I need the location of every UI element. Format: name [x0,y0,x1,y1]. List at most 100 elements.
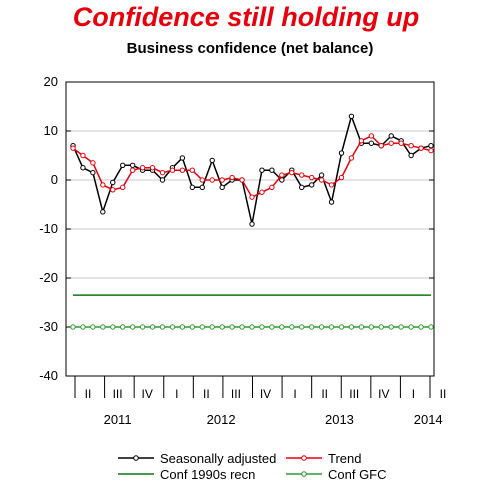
x-year-label: 2014 [414,412,443,427]
data-point-seasonally-adjusted [179,155,186,161]
data-point-trend [189,167,196,173]
data-point-conf-gfc [249,324,255,330]
data-point-seasonally-adjusted [318,172,325,178]
data-point-conf-gfc [348,324,355,330]
data-point-conf-gfc [229,324,235,330]
x-quarter-label: II [203,387,210,401]
data-point-conf-gfc [318,324,325,330]
data-point-trend [120,184,126,191]
data-point-trend [418,145,424,151]
y-tick-label: -40 [39,368,58,383]
data-point-trend [199,177,205,183]
data-point-trend [90,160,96,166]
data-point-conf-gfc [308,324,315,330]
data-point-seasonally-adjusted [338,150,345,156]
data-point-conf-gfc [408,324,414,330]
data-point-conf-gfc [149,324,156,330]
data-point-trend [229,174,235,181]
data-point-seasonally-adjusted [90,169,96,176]
x-quarter-label: III [349,387,359,401]
y-tick-label: -30 [39,319,58,334]
data-point-trend [308,174,315,181]
data-point-trend [299,172,305,178]
data-point-conf-gfc [378,324,384,330]
data-point-trend [348,155,355,161]
x-quarter-label: IV [378,387,389,401]
data-point-trend [179,167,186,173]
data-point-trend [139,165,146,171]
data-point-trend [398,140,404,146]
data-point-conf-gfc [189,324,196,330]
data-point-seasonally-adjusted [209,157,215,164]
x-quarter-label: II [440,387,447,401]
data-point-trend [269,184,275,191]
data-point-conf-gfc [139,324,146,330]
data-point-seasonally-adjusted [308,182,315,188]
data-point-seasonally-adjusted [388,133,394,139]
data-point-conf-gfc [259,324,265,330]
data-point-trend [358,138,365,144]
data-point-seasonally-adjusted [368,140,375,146]
data-point-conf-gfc [299,324,305,330]
data-point-conf-gfc [100,324,106,330]
y-tick-label: 0 [51,172,58,187]
x-quarter-label: I [293,387,296,401]
legend: Seasonally adjusted Trend Conf 1990s rec… [0,450,492,484]
x-quarter-label: IV [260,387,271,401]
data-point-seasonally-adjusted [129,162,136,169]
chart-title: Confidence still holding up [72,2,420,32]
data-point-seasonally-adjusted [189,184,196,191]
data-point-seasonally-adjusted [408,152,414,159]
data-point-conf-gfc [289,324,295,330]
data-point-trend [100,182,106,188]
data-point-conf-gfc [129,324,136,330]
data-point-conf-gfc [428,324,434,330]
chart-subtitle: Business confidence (net balance) [126,40,374,57]
data-point-conf-gfc [169,324,176,330]
data-point-seasonally-adjusted [219,184,225,191]
x-quarter-label: I [412,387,415,401]
data-point-conf-gfc [70,324,76,330]
data-point-trend [428,147,434,154]
x-year-label: 2011 [104,412,132,427]
data-point-trend [328,182,335,188]
x-quarter-label: III [231,387,241,401]
data-point-conf-gfc [279,324,285,330]
data-point-trend [388,140,394,146]
data-point-trend [338,174,345,181]
data-point-seasonally-adjusted [199,184,205,191]
data-point-conf-gfc [398,324,404,330]
data-point-seasonally-adjusted [80,165,86,171]
data-point-seasonally-adjusted [249,221,255,227]
y-tick-label: -10 [39,221,58,236]
y-tick-label: 10 [44,123,58,138]
legend-item-trend: Trend [286,450,361,466]
data-point-seasonally-adjusted [159,177,166,183]
data-point-seasonally-adjusted [428,143,434,149]
data-point-conf-gfc [328,324,335,330]
legend-label-trend: Trend [328,450,362,466]
data-point-conf-gfc [418,324,424,330]
data-point-seasonally-adjusted [120,162,126,169]
data-point-trend [219,177,225,183]
data-point-seasonally-adjusted [348,113,355,120]
legend-item-conf-gfc: Conf GFC [286,466,387,482]
x-quarter-label: IV [141,387,152,401]
legend-label-seasonally-adjusted: Seasonally adjusted [160,450,277,466]
data-point-seasonally-adjusted [100,209,106,215]
data-point-trend [368,133,375,139]
x-year-label: 2013 [325,412,354,427]
data-point-trend [70,145,76,151]
data-point-trend [110,187,116,193]
data-point-trend [279,172,285,178]
data-point-trend [149,165,156,171]
data-point-trend [129,167,136,173]
data-point-conf-gfc [199,324,205,330]
data-point-seasonally-adjusted [328,199,335,205]
data-point-conf-gfc [120,324,126,330]
data-point-conf-gfc [80,324,86,330]
data-point-conf-gfc [159,324,166,330]
data-point-conf-gfc [239,324,245,330]
data-point-conf-gfc [358,324,365,330]
